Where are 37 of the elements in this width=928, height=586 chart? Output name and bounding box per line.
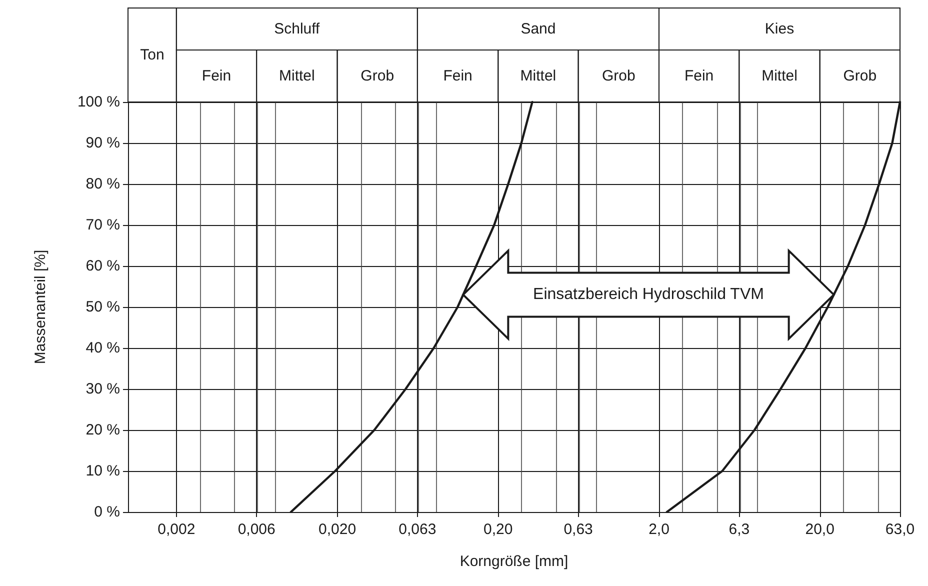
annotation: Einsatzbereich Hydroschild TVM xyxy=(533,286,764,304)
text: Schluff xyxy=(274,20,321,38)
x-axis-title: Korngröße [mm] xyxy=(460,553,568,570)
y-tick-label: 60 % xyxy=(86,258,120,274)
text: Fein xyxy=(202,68,232,84)
x-tick-label: 0,020 xyxy=(318,521,356,538)
y-axis-title: Massenanteil [%] xyxy=(32,250,49,364)
y-tick-label: 0 % xyxy=(94,504,120,520)
y-tick-label: 40 % xyxy=(86,340,120,356)
y-tick-label: 20 % xyxy=(86,422,120,438)
x-tick-label: 2,0 xyxy=(648,521,670,538)
x-tick-label: 0,006 xyxy=(238,521,276,538)
text: Grob xyxy=(360,68,394,84)
y-tick-label: 100 % xyxy=(77,94,120,110)
text: Grob xyxy=(843,68,877,84)
y-tick-label: 80 % xyxy=(86,176,120,192)
x-tick-label: 20,0 xyxy=(805,521,834,538)
text: Mittel xyxy=(762,68,798,84)
x-tick-label: 0,063 xyxy=(398,521,436,538)
y-tick-label: 90 % xyxy=(86,134,120,152)
x-tick-label: 6,3 xyxy=(728,521,750,538)
y-tick-label: 10 % xyxy=(86,462,120,480)
x-tick-label: 63,0 xyxy=(885,521,915,538)
y-tick-label: 50 % xyxy=(86,298,120,316)
text: Fein xyxy=(443,68,472,84)
y-tick-label: 30 % xyxy=(86,380,120,398)
text: Mittel xyxy=(520,68,556,84)
text: Grob xyxy=(602,68,636,84)
text: Ton xyxy=(140,46,164,64)
x-tick-label: 0,002 xyxy=(158,521,196,538)
text: Fein xyxy=(684,68,714,84)
text: Kies xyxy=(764,20,794,38)
text: Sand xyxy=(520,20,556,38)
x-tick-label: 0,63 xyxy=(564,521,593,538)
text: Mittel xyxy=(279,68,315,84)
y-tick-label: 70 % xyxy=(86,216,120,234)
x-tick-label: 0,20 xyxy=(484,521,513,538)
